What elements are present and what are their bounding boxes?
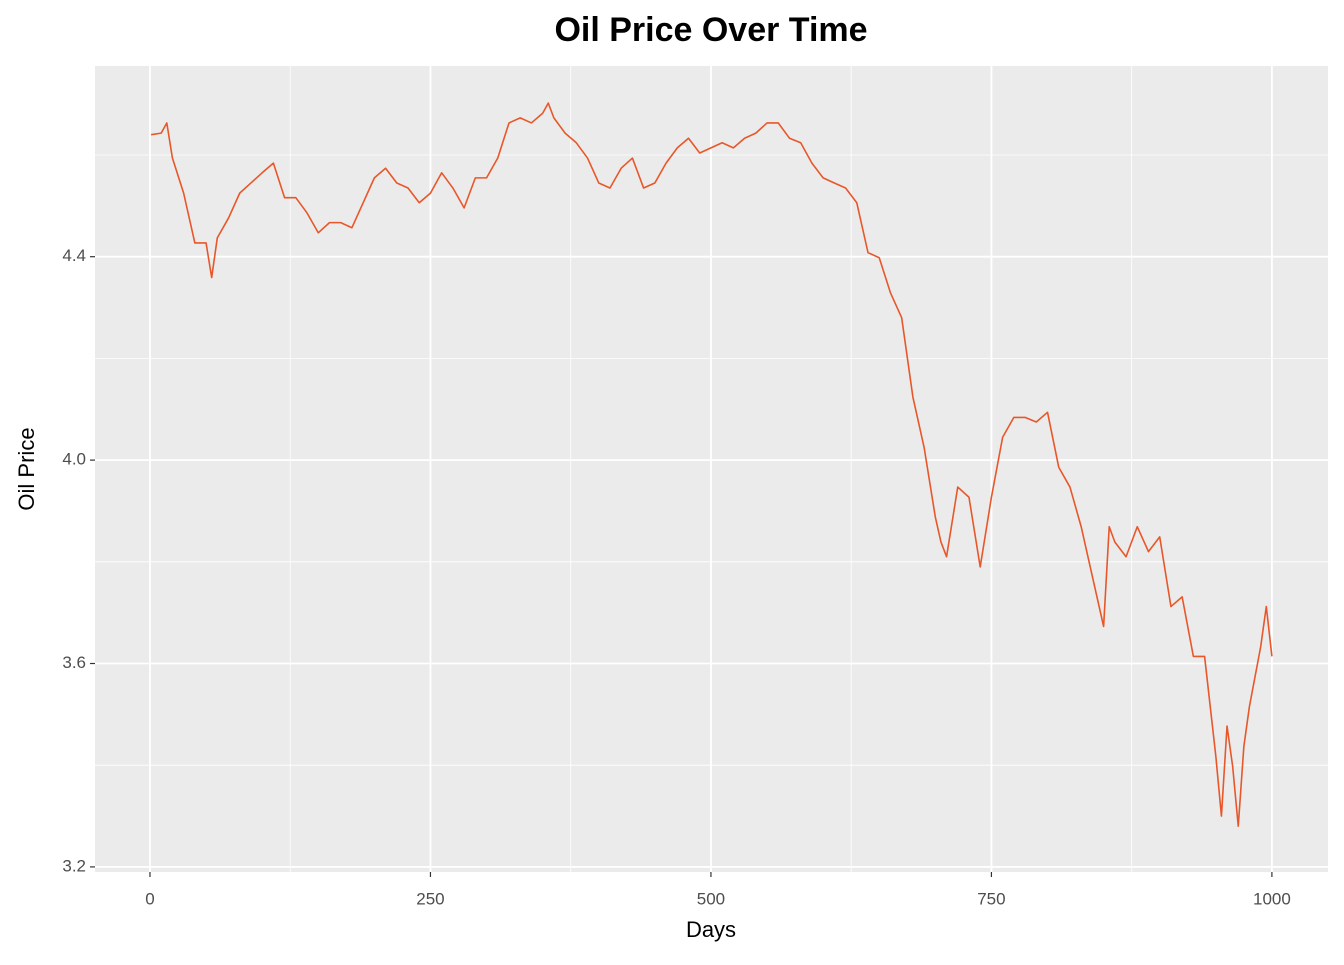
y-tick-label: 4.4 <box>62 246 86 265</box>
y-tick-label: 3.6 <box>62 653 86 672</box>
x-tick-label: 0 <box>145 889 154 908</box>
x-axis-title: Days <box>686 917 736 942</box>
chart-title: Oil Price Over Time <box>554 11 867 49</box>
y-axis-title: Oil Price <box>14 427 39 510</box>
grid <box>95 66 1328 872</box>
x-tick-label: 500 <box>697 889 725 908</box>
y-tick-label: 3.2 <box>62 856 86 875</box>
price-line <box>150 102 1273 828</box>
marks <box>150 102 1273 828</box>
y-tick-label: 4.0 <box>62 450 86 469</box>
x-tick-label: 1000 <box>1253 889 1291 908</box>
x-tick-label: 250 <box>416 889 444 908</box>
x-tick-label: 750 <box>977 889 1005 908</box>
